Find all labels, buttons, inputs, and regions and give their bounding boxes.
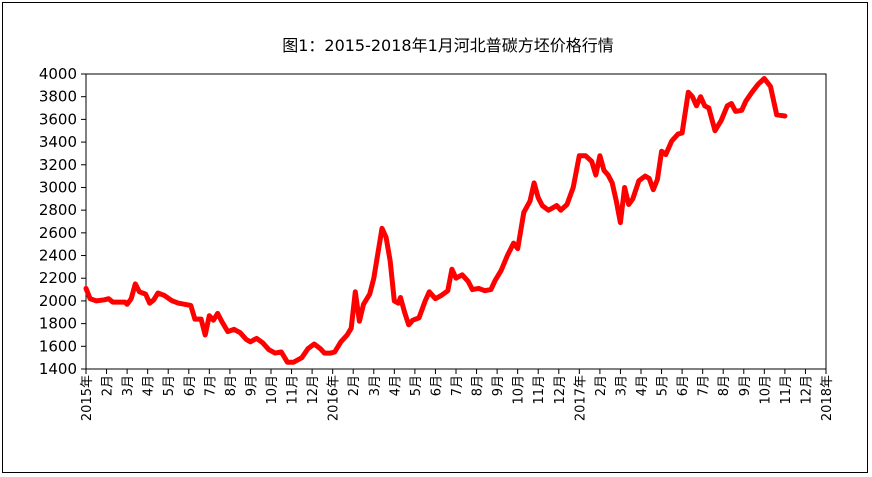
x-tick-label: 2018年 <box>820 375 835 421</box>
x-tick-label: 9月 <box>738 375 753 396</box>
x-tick-label: 11月 <box>286 375 301 405</box>
x-tick-label: 4月 <box>635 375 650 396</box>
y-tick-label: 2000 <box>39 292 77 310</box>
x-tick-label: 9月 <box>491 375 506 396</box>
y-tick-label: 3600 <box>39 110 77 128</box>
plot-border <box>85 73 827 370</box>
chart-title: 图1：2015-2018年1月河北普碳方坯价格行情 <box>282 36 614 55</box>
x-tick-label: 4月 <box>388 375 403 396</box>
x-tick-label: 7月 <box>450 375 465 396</box>
x-tick-label: 7月 <box>203 375 218 396</box>
x-tick-label: 11月 <box>532 375 547 405</box>
x-tick-label: 10月 <box>758 375 773 405</box>
x-tick-label: 5月 <box>409 375 424 396</box>
y-tick-label: 4000 <box>39 65 77 83</box>
x-tick-label: 12月 <box>553 375 568 405</box>
x-tick-label: 9月 <box>244 375 259 396</box>
y-tick-label: 1400 <box>39 360 77 378</box>
x-tick-label: 5月 <box>656 375 671 396</box>
x-tick-label: 6月 <box>183 375 198 396</box>
x-tick-label: 8月 <box>471 375 486 396</box>
x-tick-label: 6月 <box>676 375 691 396</box>
x-tick-label: 12月 <box>799 375 814 405</box>
x-tick-label: 2月 <box>101 375 116 396</box>
x-tick-label: 12月 <box>306 375 321 405</box>
x-tick-label: 3月 <box>614 375 629 396</box>
x-tick-label: 11月 <box>779 375 794 405</box>
y-tick-label: 2800 <box>39 201 77 219</box>
y-tick-label: 2400 <box>39 247 77 265</box>
x-tick-label: 2017年 <box>573 375 588 421</box>
x-tick-label: 8月 <box>224 375 239 396</box>
y-tick-label: 2600 <box>39 224 77 242</box>
x-tick-label: 10月 <box>265 375 280 405</box>
y-tick-label: 3200 <box>39 156 77 174</box>
price-series-line <box>83 76 788 365</box>
plot-area: 1400 1600 1800 2000 2200 2400 2600 2800 3000 3200… <box>39 65 835 421</box>
x-tick-label: 7月 <box>697 375 712 396</box>
y-tick-label: 3400 <box>39 133 77 151</box>
y-tick-label: 1800 <box>39 315 77 333</box>
x-tick-label: 4月 <box>142 375 157 396</box>
y-tick-label: 3000 <box>39 178 77 196</box>
x-tick-label: 5月 <box>162 375 177 396</box>
y-tick-label: 1600 <box>39 337 77 355</box>
x-tick-label: 6月 <box>429 375 444 396</box>
x-tick-label: 2016年 <box>327 375 342 421</box>
x-tick-label: 8月 <box>717 375 732 396</box>
x-tick-label: 2015年 <box>80 375 95 421</box>
x-tick-label: 2月 <box>594 375 609 396</box>
y-tick-label: 2200 <box>39 269 77 287</box>
x-tick-label: 3月 <box>368 375 383 396</box>
x-tick-label: 2月 <box>347 375 362 396</box>
y-tick-label: 3800 <box>39 88 77 106</box>
x-tick-label: 3月 <box>121 375 136 396</box>
x-tick-label: 10月 <box>512 375 527 405</box>
